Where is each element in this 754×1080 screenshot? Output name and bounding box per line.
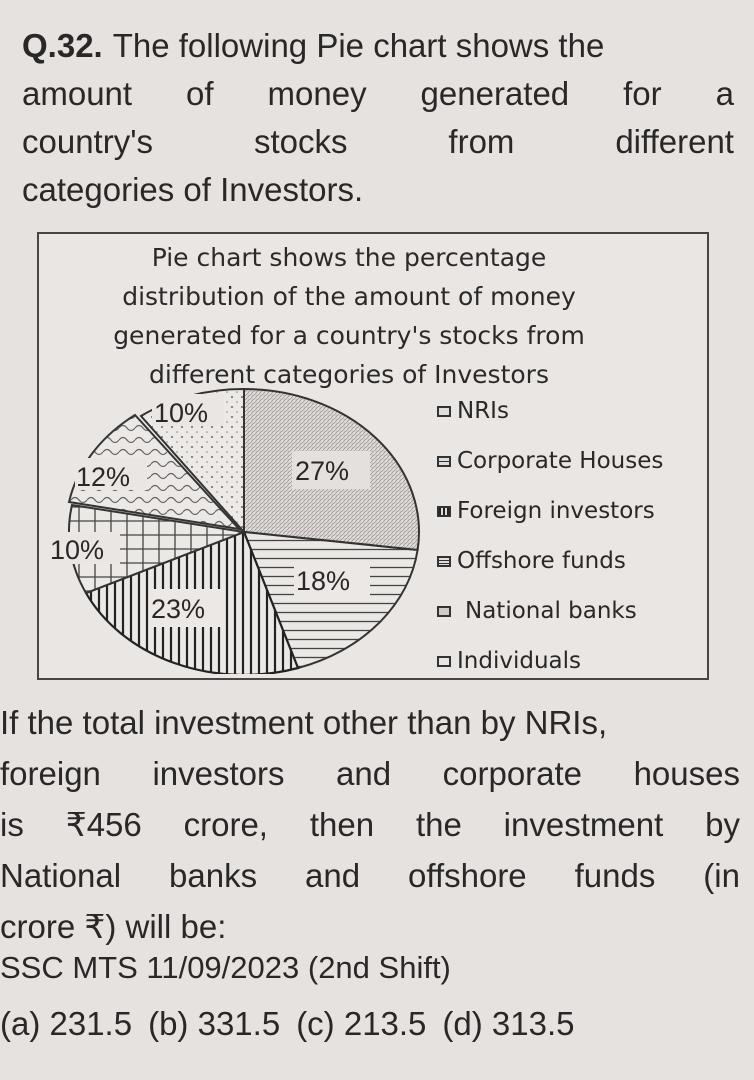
option-a[interactable]: (a) 231.5 xyxy=(0,1005,133,1042)
legend-swatch-icon xyxy=(437,605,451,617)
legend-item-corporate-houses: Corporate Houses xyxy=(437,436,663,486)
label-18: 18% xyxy=(296,566,350,596)
option-c[interactable]: (c) 213.5 xyxy=(296,1005,427,1042)
legend-item-nris: NRIs xyxy=(437,386,663,436)
pie-chart: 10% 27% 12% 10% 18% 23% xyxy=(48,387,420,674)
label-12: 12% xyxy=(76,462,130,492)
legend-swatch-icon xyxy=(437,405,451,417)
legend-item-offshore-funds: Offshore funds xyxy=(437,536,663,586)
exam-source: SSC MTS 11/09/2023 (2nd Shift) xyxy=(0,950,451,985)
pie-chart-figure: Pie chart shows the percentage distribut… xyxy=(37,232,709,680)
question-line-1: Q.32. The following Pie chart shows the xyxy=(22,22,734,70)
body-line-3: is ₹456 crore, then the investment by xyxy=(0,806,740,843)
option-b[interactable]: (b) 331.5 xyxy=(148,1005,281,1042)
question-number: Q.32. xyxy=(22,27,103,64)
body-line-2: foreign investors and corporate houses xyxy=(0,755,740,792)
label-10-top: 10% xyxy=(154,398,208,428)
chart-title: Pie chart shows the percentage distribut… xyxy=(113,243,585,389)
body-line-1: If the total investment other than by NR… xyxy=(0,704,608,741)
option-d[interactable]: (d) 313.5 xyxy=(442,1005,575,1042)
chart-legend: NRIs Corporate Houses Foreign investors … xyxy=(437,386,663,686)
label-23: 23% xyxy=(151,594,205,624)
slice-12-nris xyxy=(67,413,242,531)
question-stem: Q.32. The following Pie chart shows the … xyxy=(22,22,734,214)
question-body: If the total investment other than by NR… xyxy=(0,697,740,952)
question-line-4: categories of Investors. xyxy=(22,171,364,208)
answer-options: (a) 231.5 (b) 331.5 (c) 213.5 (d) 313.5 xyxy=(0,1005,575,1043)
legend-item-national-banks: National banks xyxy=(437,586,663,636)
body-line-4: National banks and offshore funds (in xyxy=(0,857,740,894)
legend-item-individuals: Individuals xyxy=(437,636,663,686)
body-line-5: crore ₹) will be: xyxy=(0,908,227,945)
legend-swatch-icon xyxy=(437,455,451,467)
question-line-3: country's stocks from different xyxy=(22,123,734,160)
legend-swatch-icon xyxy=(437,655,451,667)
label-27: 27% xyxy=(295,456,349,486)
legend-item-foreign-investors: Foreign investors xyxy=(437,486,663,536)
slice-18-offshore-funds xyxy=(242,530,419,670)
label-10-left: 10% xyxy=(50,535,104,565)
legend-swatch-icon xyxy=(437,505,451,517)
question-line-2: amount of money generated for a xyxy=(22,75,734,112)
legend-swatch-icon xyxy=(437,555,451,567)
